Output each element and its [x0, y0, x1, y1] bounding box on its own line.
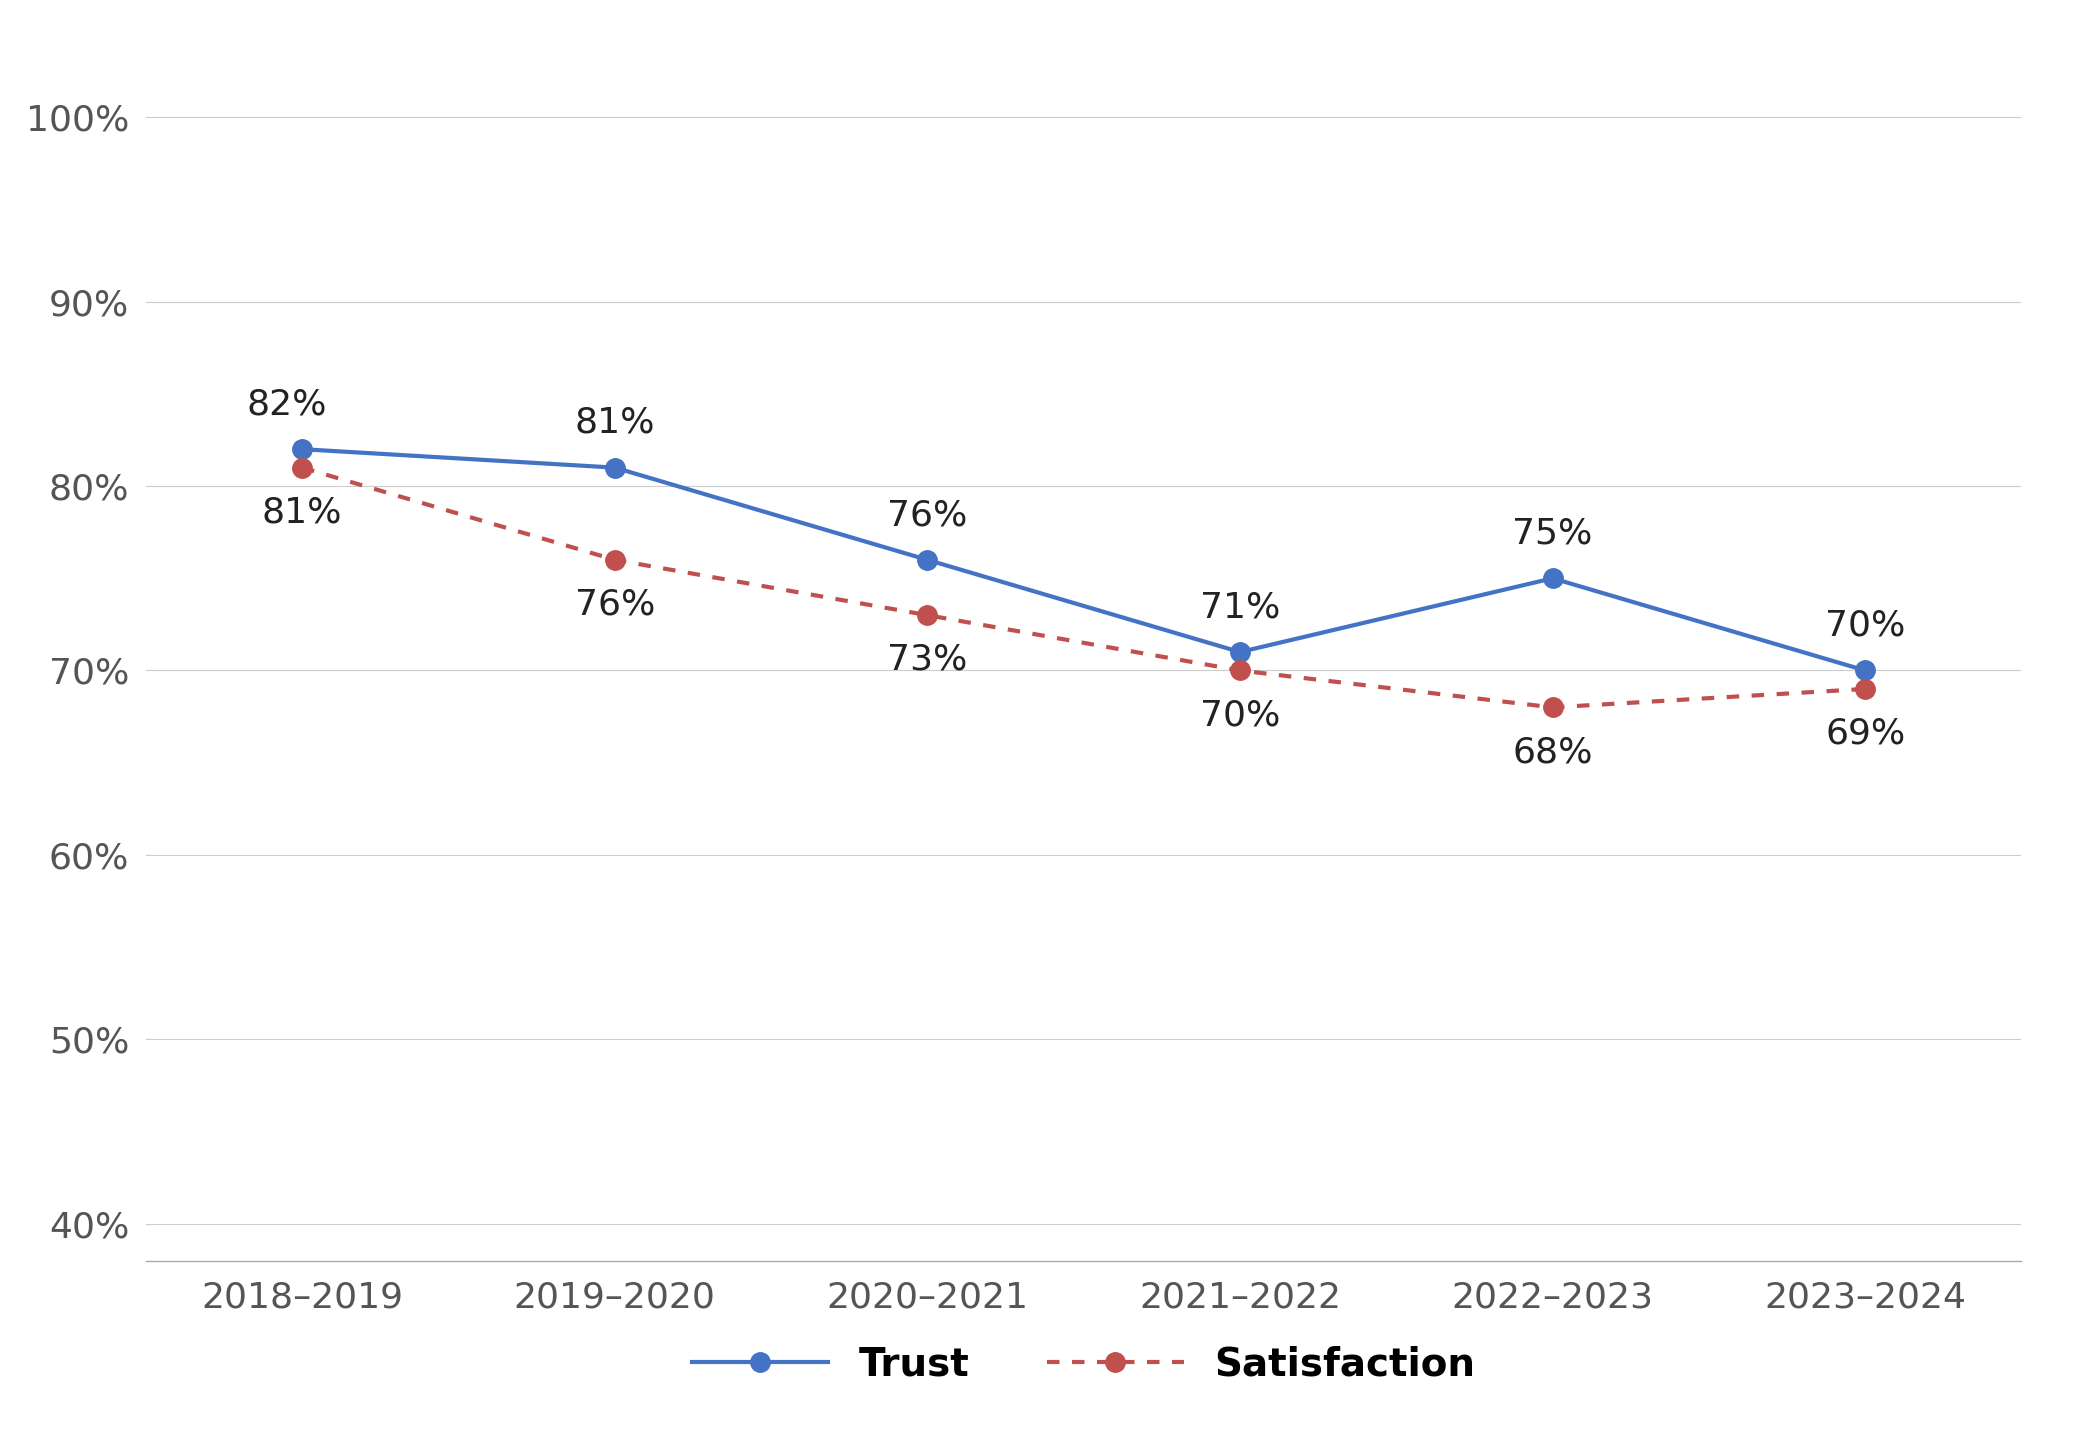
Text: 68%: 68% [1513, 735, 1592, 769]
Text: 76%: 76% [888, 498, 967, 532]
Text: 75%: 75% [1513, 517, 1592, 551]
Text: 71%: 71% [1200, 590, 1280, 625]
Text: 76%: 76% [575, 587, 654, 622]
Text: 70%: 70% [1826, 609, 1905, 643]
Text: 69%: 69% [1826, 717, 1905, 751]
Text: 70%: 70% [1200, 698, 1280, 732]
Text: 82%: 82% [246, 387, 327, 422]
Text: 73%: 73% [888, 643, 967, 677]
Text: 81%: 81% [263, 496, 342, 529]
Text: 81%: 81% [575, 406, 654, 440]
Legend: Trust, Satisfaction: Trust, Satisfaction [675, 1330, 1492, 1400]
